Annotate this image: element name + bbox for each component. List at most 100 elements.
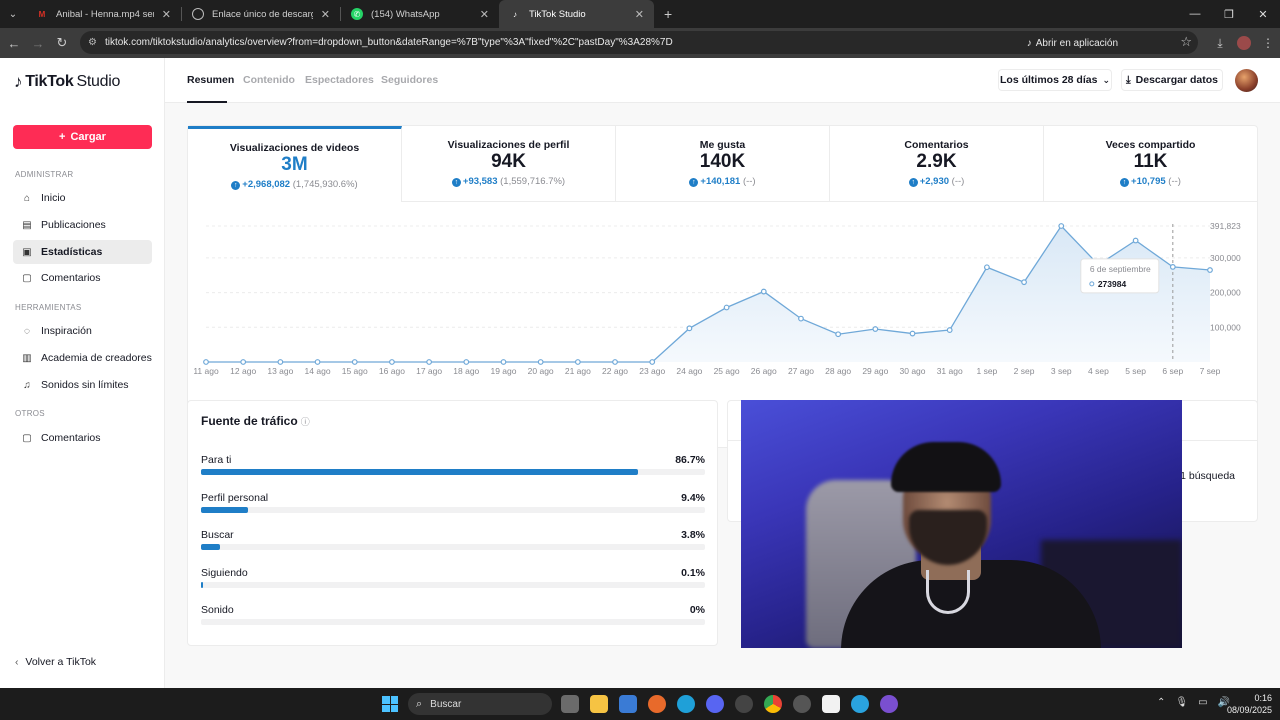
- sidebar-item-academy[interactable]: ▥ Academia de creadores: [22, 352, 152, 364]
- date-range-dropdown[interactable]: Los últimos 28 días ⌄: [998, 69, 1112, 91]
- views-chart-svg[interactable]: 100,000 200,000 300,000 391,823 11 ago 12 ago…: [188, 204, 1257, 448]
- menu-dots-icon[interactable]: ⋮: [1262, 36, 1274, 50]
- chart-point: [686, 325, 693, 332]
- close-tab-icon[interactable]: ✕: [320, 8, 330, 21]
- section-label: OTROS: [15, 409, 45, 418]
- open-in-app-button[interactable]: ♪ Abrir en aplicación: [1026, 37, 1118, 49]
- volume-icon[interactable]: 🔊: [1217, 697, 1230, 708]
- download-data-button[interactable]: ⤓ Descargar datos: [1121, 69, 1223, 91]
- chart-area: [206, 226, 1210, 362]
- edge-icon[interactable]: [677, 695, 695, 713]
- x-tick-label: 4 sep: [1088, 366, 1109, 376]
- windows-start-icon[interactable]: [382, 696, 398, 712]
- x-tick-label: 5 sep: [1125, 366, 1146, 376]
- bookmark-star-icon[interactable]: ☆: [1180, 34, 1192, 49]
- chevron-down-icon: ⌄: [1102, 74, 1110, 85]
- new-tab-icon[interactable]: +: [664, 6, 673, 22]
- close-tab-icon[interactable]: ✕: [634, 8, 644, 21]
- x-tick-label: 19 ago: [490, 366, 516, 376]
- taskbar-clock[interactable]: 0:16 08/09/2025: [1226, 693, 1272, 715]
- app-icon[interactable]: [735, 695, 753, 713]
- sidebar-item-home[interactable]: ⌂ Inicio: [13, 186, 152, 210]
- x-tick-label: 15 ago: [342, 366, 368, 376]
- sidebar-item-analytics[interactable]: ▣ Estadísticas: [13, 240, 152, 264]
- network-icon[interactable]: ▭: [1198, 697, 1208, 708]
- chart-point: [203, 359, 209, 365]
- analytics-icon: ▣: [22, 246, 32, 258]
- sidebar-item-posts[interactable]: ▤ Publicaciones: [22, 219, 106, 231]
- site-info-icon[interactable]: ⚙: [88, 37, 97, 48]
- chart-series-line: [206, 224, 1211, 363]
- sidebar-item-comments[interactable]: ▢ Comentarios: [22, 272, 101, 284]
- chrome-icon[interactable]: [764, 695, 782, 713]
- x-tick-label: 27 ago: [788, 366, 814, 376]
- x-tick-label: 18 ago: [453, 366, 479, 376]
- whatsapp-icon: ✆: [351, 8, 363, 20]
- browser-tab[interactable]: ✆ (154) WhatsApp ✕: [341, 0, 499, 28]
- back-to-tiktok-link[interactable]: ‹ Volver a TikTok: [15, 656, 97, 668]
- download-icon[interactable]: ⤓: [1217, 35, 1223, 50]
- traffic-bar-track: [201, 619, 705, 625]
- discord-icon[interactable]: [706, 695, 724, 713]
- avatar[interactable]: [1235, 69, 1258, 92]
- profile-avatar-icon[interactable]: [1237, 36, 1251, 50]
- search-icon: ⌕: [416, 697, 423, 710]
- metric-profile-views[interactable]: Visualizaciones de perfil 94K ↑ +93,583 (…: [402, 126, 616, 202]
- task-view-icon[interactable]: [561, 695, 579, 713]
- tab-viewers[interactable]: Espectadores: [305, 74, 374, 86]
- traffic-percent: 3.8%: [681, 529, 705, 541]
- tiktok-studio-logo[interactable]: ♪ TikTok Studio: [14, 72, 121, 91]
- close-window-icon[interactable]: ✕: [1258, 8, 1268, 21]
- forward-icon[interactable]: →: [31, 35, 45, 51]
- capcut-icon[interactable]: [822, 695, 840, 713]
- browser-tab[interactable]: Enlace único de descarga | We ✕: [182, 0, 340, 28]
- chart-point: [1021, 279, 1027, 286]
- metric-likes[interactable]: Me gusta 140K ↑ +140,181 (--): [616, 126, 830, 202]
- x-tick-label: 17 ago: [416, 366, 442, 376]
- traffic-percent: 0.1%: [681, 566, 705, 579]
- x-tick-label: 20 ago: [528, 366, 554, 376]
- restore-icon[interactable]: ❐: [1224, 8, 1234, 21]
- metric-comments[interactable]: Comentarios 2.9K ↑ +2,930 (--): [830, 126, 1044, 202]
- media-player-icon[interactable]: [880, 695, 898, 713]
- close-tab-icon[interactable]: ✕: [479, 8, 489, 21]
- traffic-title: Fuente de tráfico: [201, 414, 298, 428]
- chart-point: [1169, 264, 1176, 270]
- tab-content[interactable]: Contenido: [243, 74, 295, 86]
- reload-icon[interactable]: ↻: [56, 35, 68, 50]
- microphone-icon[interactable]: 🎙: [1175, 697, 1189, 708]
- sidebar-item-sounds[interactable]: ♫ Sonidos sin límites: [13, 373, 152, 397]
- x-tick-label: 16 ago: [379, 366, 405, 376]
- metric-video-views[interactable]: Visualizaciones de videos 3M ↑ +2,968,082…: [188, 126, 402, 202]
- browser-tab[interactable]: M Anibal - Henna.mp4 sent succe ✕: [26, 0, 181, 28]
- chevron-up-icon[interactable]: ⌃: [1157, 697, 1166, 708]
- brave-icon[interactable]: [648, 695, 666, 713]
- tab-overview[interactable]: Resumen: [187, 74, 235, 86]
- file-explorer-icon[interactable]: [590, 695, 608, 713]
- x-tick-label: 25 ago: [714, 366, 740, 376]
- analytics-header: Resumen Contenido Espectadores Seguidore…: [165, 58, 1280, 103]
- y-tick-label: 200,000: [1210, 288, 1241, 298]
- back-icon[interactable]: ←: [7, 35, 21, 51]
- traffic-bar-fill: [201, 544, 221, 550]
- sidebar-item-comments-other[interactable]: ▢ Comentarios: [22, 432, 101, 444]
- browser-tab-bar: ⌄ M Anibal - Henna.mp4 sent succe ✕ Enla…: [0, 0, 1280, 28]
- window-controls: — ❐ ✕: [1178, 0, 1280, 28]
- store-icon[interactable]: [619, 695, 637, 713]
- taskbar-search[interactable]: ⌕ Buscar: [408, 693, 552, 715]
- close-tab-icon[interactable]: ✕: [161, 8, 171, 21]
- browser-tab-active[interactable]: ♪ TikTok Studio ✕: [499, 0, 654, 28]
- info-icon[interactable]: ⓘ: [300, 417, 310, 427]
- metric-shares[interactable]: Veces compartido 11K ↑ +10,795 (--): [1044, 126, 1257, 202]
- app-icon[interactable]: [793, 695, 811, 713]
- bulb-icon: ◌: [24, 325, 30, 337]
- url-bar[interactable]: ⚙ tiktok.com/tiktokstudio/analytics/over…: [80, 31, 1198, 54]
- tab-search-icon[interactable]: ⌄: [8, 8, 18, 20]
- tooltip-value: 273984: [1098, 279, 1127, 289]
- minimize-icon[interactable]: —: [1189, 8, 1201, 20]
- telegram-icon[interactable]: [851, 695, 869, 713]
- chart-point: [574, 359, 581, 365]
- upload-button[interactable]: + Cargar: [13, 125, 152, 149]
- tab-followers[interactable]: Seguidores: [381, 74, 439, 86]
- sidebar-item-inspiration[interactable]: ◌ Inspiración: [13, 319, 152, 343]
